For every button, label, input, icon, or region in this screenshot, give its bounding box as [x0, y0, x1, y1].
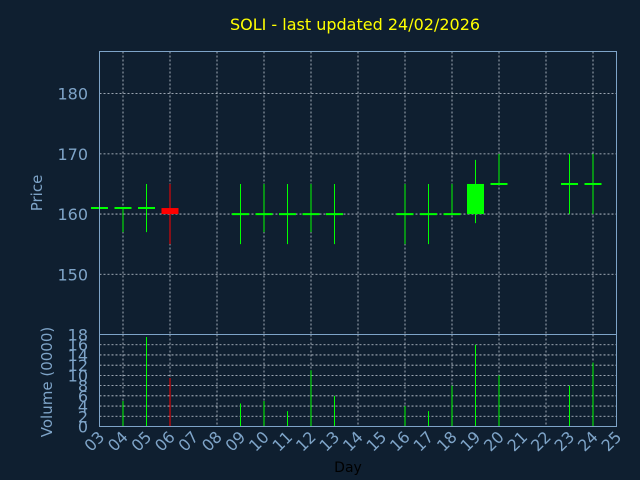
volume-tick-label: 14	[68, 346, 88, 365]
volume-axis-label: Volume (0000)	[38, 327, 56, 437]
x-axis-label: Day	[334, 460, 362, 476]
volume-tick-label: 12	[68, 356, 88, 375]
volume-tick-label: 4	[78, 397, 88, 416]
volume-panel-frame	[99, 334, 617, 427]
volume-bars	[122, 337, 594, 427]
x-tick-label: 25	[597, 427, 625, 455]
price-tick-label: 170	[57, 145, 88, 164]
price-tick-label: 150	[57, 265, 88, 284]
volume-tick-label: 8	[78, 377, 88, 396]
price-axis-label: Price	[28, 175, 46, 212]
volume-tick-label: 0	[78, 418, 88, 437]
candles	[91, 153, 602, 245]
volume-tick-label: 2	[78, 407, 88, 426]
price-grid	[99, 51, 617, 335]
volume-tick-label: 16	[68, 336, 88, 355]
volume-tick-label: 18	[68, 326, 88, 345]
candle-body	[161, 208, 179, 215]
candle-body	[467, 183, 484, 215]
x-ticks: 0304050607080910111213141516171819202122…	[80, 427, 625, 455]
price-tick-label: 180	[57, 85, 88, 104]
volume-tick-label: 6	[78, 387, 88, 406]
volume-tick-label: 10	[68, 366, 88, 385]
chart-title: SOLI - last updated 24/02/2026	[230, 15, 480, 34]
price-tick-label: 160	[57, 205, 88, 224]
price-y-ticks: 150 160 170 180	[57, 85, 88, 285]
volume-grid	[99, 334, 617, 427]
